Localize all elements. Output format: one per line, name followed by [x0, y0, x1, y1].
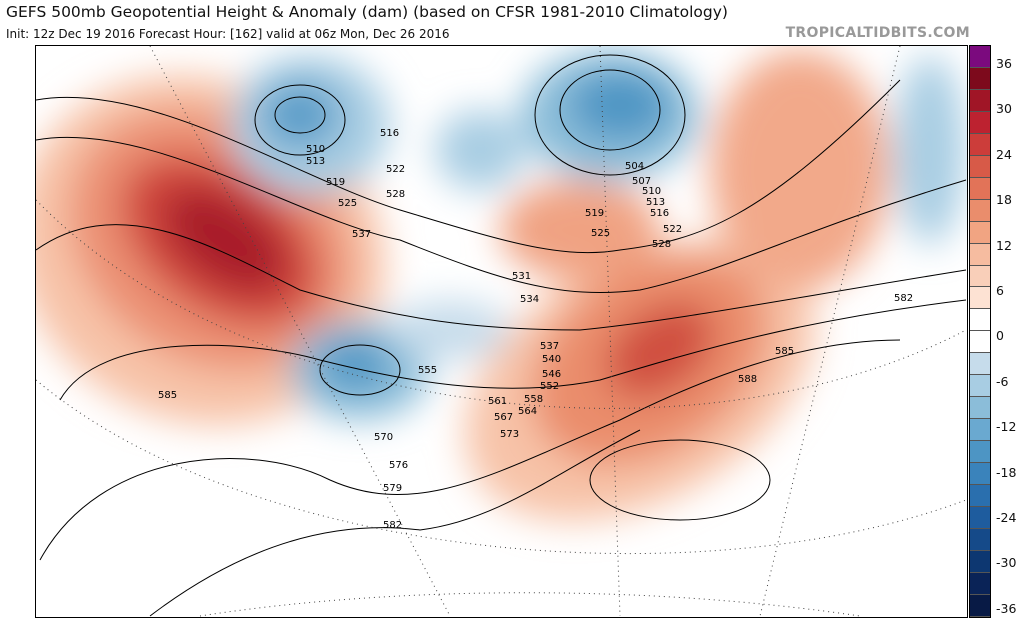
colorbar-bin	[970, 550, 990, 573]
colorbar-bin	[970, 133, 990, 156]
colorbar-bin	[970, 528, 990, 551]
colorbar-bin	[970, 375, 990, 398]
contour-label: 513	[306, 156, 325, 167]
colorbar-tick-label: 18	[996, 192, 1012, 208]
anomaly-map: 510 513 516 519 522 525 528 537 531 534 537 540 546 5…	[35, 45, 968, 618]
contour-label: 534	[520, 294, 539, 305]
contour-label: 516	[650, 208, 669, 219]
contour-label: 558	[524, 394, 543, 405]
contour-label: 576	[389, 460, 408, 471]
colorbar-bin	[970, 46, 990, 68]
contour-label: 507	[632, 176, 651, 187]
colorbar-tick-label: 30	[996, 101, 1012, 117]
colorbar-tick-label: -12	[996, 419, 1017, 435]
map-title: GEFS 500mb Geopotential Height & Anomaly…	[6, 3, 728, 21]
colorbar-bin	[970, 67, 990, 90]
colorbar-bin	[970, 397, 990, 420]
colorbar-tick-label: -24	[996, 510, 1017, 525]
colorbar-bin	[970, 463, 990, 486]
contour-label: 555	[418, 365, 437, 376]
contour-label: 573	[500, 429, 519, 440]
colorbar-bin	[970, 265, 990, 288]
contour-label: 582	[894, 293, 913, 304]
latlon-gridlines	[36, 46, 967, 617]
colorbar-bin	[970, 89, 990, 112]
contour-label: 561	[488, 396, 507, 407]
contour-label: 546	[542, 369, 561, 380]
colorbar-bin	[970, 221, 990, 244]
colorbar-bin	[970, 353, 990, 376]
contour-label: 564	[518, 406, 537, 417]
colorbar-bin	[970, 441, 990, 464]
colorbar-bin	[970, 331, 990, 354]
colorbar-bin	[970, 419, 990, 442]
map-subtitle: Init: 12z Dec 19 2016 Forecast Hour: [16…	[6, 27, 450, 41]
contour-label: 525	[591, 228, 610, 239]
colorbar	[969, 45, 991, 618]
contour-label: 510	[306, 144, 325, 155]
colorbar-tick-label: 6	[996, 283, 1004, 298]
contour-label: 519	[326, 177, 345, 188]
contour-label: 582	[383, 520, 402, 531]
colorbar-bin	[970, 309, 990, 332]
colorbar-bin	[970, 177, 990, 200]
contour-label: 585	[775, 346, 794, 357]
contour-label: 522	[663, 224, 682, 235]
colorbar-bin	[970, 485, 990, 508]
contour-label: 504	[625, 161, 644, 172]
colorbar-bin	[970, 507, 990, 529]
colorbar-bin	[970, 243, 990, 266]
contour-labels: 5105135165195225255285375315345375405465…	[158, 128, 913, 531]
contour-label: 522	[386, 164, 405, 175]
colorbar-tick-label: 36	[996, 56, 1012, 71]
contour-label: 552	[540, 381, 559, 392]
contour-label: 513	[646, 197, 665, 208]
colorbar-bin	[970, 287, 990, 310]
contour-label: 510	[642, 186, 661, 197]
contour-label: 585	[158, 390, 177, 401]
contour-label: 567	[494, 412, 513, 423]
colorbar-tick-label: 12	[996, 237, 1012, 253]
colorbar-bin	[970, 111, 990, 134]
contour-label: 588	[738, 374, 757, 385]
map-canvas: 5105135165195225255285375315345375405465…	[36, 46, 967, 617]
contour-label: 570	[374, 432, 393, 443]
colorbar-tick-label: 0	[996, 328, 1004, 344]
colorbar-tick-label: -36	[996, 600, 1017, 616]
colorbar-tick-label: -6	[996, 373, 1009, 389]
colorbar-tick-label: -30	[996, 555, 1017, 571]
contour-label: 525	[338, 198, 357, 209]
colorbar-tick-label: 24	[996, 146, 1012, 162]
contour-label: 540	[542, 354, 561, 365]
contour-label: 537	[352, 229, 371, 240]
colorbar-bin	[970, 155, 990, 178]
colorbar-bin	[970, 199, 990, 222]
contour-label: 516	[380, 128, 399, 139]
contour-label: 528	[386, 189, 405, 200]
colorbar-tick-label: -18	[996, 464, 1017, 480]
colorbar-bin	[970, 572, 990, 595]
height-contours	[36, 54, 967, 617]
brand-watermark: TROPICALTIDBITS.COM	[785, 25, 970, 41]
anomaly-shading	[36, 50, 965, 521]
contour-label: 537	[540, 341, 559, 352]
colorbar-bin	[970, 594, 990, 617]
contour-label: 528	[652, 239, 671, 250]
contour-label: 519	[585, 208, 604, 219]
contour-label: 531	[512, 271, 531, 282]
contour-label: 579	[383, 483, 402, 494]
